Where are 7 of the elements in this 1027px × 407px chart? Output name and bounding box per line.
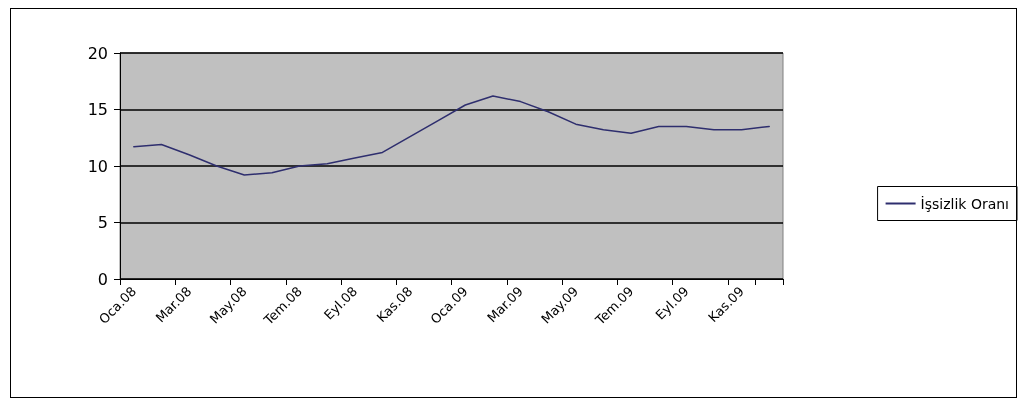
y-tick-label: 0	[97, 269, 108, 289]
line-series	[133, 95, 770, 176]
y-tick-label: 15	[87, 100, 108, 119]
y-tick-label: 20	[87, 43, 108, 63]
y-tick-label: 5	[97, 213, 108, 232]
legend-label: İşsizlik Oranı	[920, 194, 1010, 212]
y-tick-label: 10	[87, 156, 108, 176]
